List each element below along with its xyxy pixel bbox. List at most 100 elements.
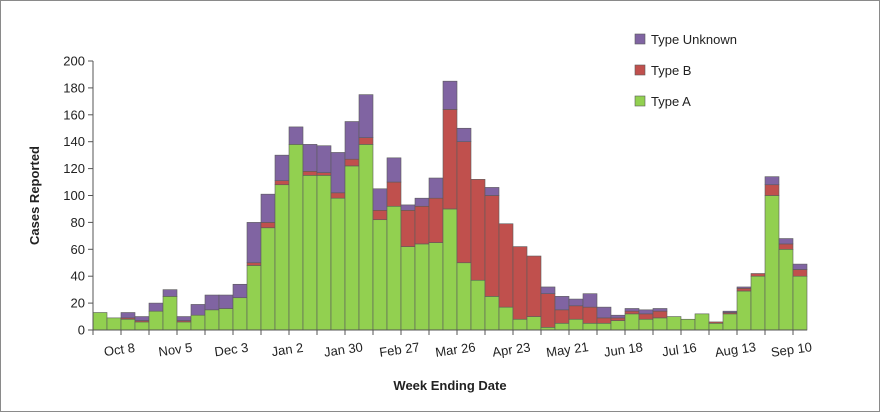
bar-type-b-16 (316, 172, 332, 176)
x-tick-label-jul-16: Jul 16 (661, 340, 697, 360)
bar-type-a-17 (330, 197, 346, 331)
x-tick-label-jun-18: Jun 18 (603, 339, 644, 359)
bar-type-unknown-21 (386, 157, 402, 183)
bar-type-a-38 (624, 313, 640, 331)
x-tick-label-jan-30: Jan 30 (323, 339, 364, 359)
bar-type-a-3 (134, 321, 150, 331)
y-tick-label-60: 60 (71, 242, 85, 257)
bar-type-a-40 (652, 317, 668, 331)
bar-type-a-43 (694, 313, 710, 331)
x-ticks: Oct 8 Nov 5 Dec 3 Jan 2 Jan 30 Feb 27 Mar 26 Ap… (92, 330, 813, 360)
x-tick-label-jan-2: Jan 2 (271, 340, 305, 359)
y-tick-label-120: 120 (63, 161, 85, 176)
bar-type-a-12 (260, 227, 276, 331)
bar-type-b-26 (456, 141, 472, 264)
bar-type-a-27 (470, 279, 486, 331)
bar-type-a-18 (344, 165, 360, 331)
bar-type-a-19 (358, 144, 374, 331)
legend: Type Unknown Type B Type A (634, 32, 737, 109)
bar-type-b-12 (260, 222, 276, 229)
bar-type-b-48 (764, 184, 780, 196)
bar-type-b-44 (708, 321, 724, 324)
bar-type-unknown-24 (428, 177, 444, 199)
bar-type-a-37 (610, 320, 626, 331)
bar-type-unknown-38 (624, 308, 640, 312)
y-tick-label-160: 160 (63, 107, 85, 122)
y-tick-label-20: 20 (71, 296, 85, 311)
bar-type-a-42 (680, 318, 696, 331)
bar-type-a-47 (750, 275, 766, 331)
bar-type-b-27 (470, 179, 486, 281)
bar-type-a-10 (232, 297, 248, 331)
bar-type-b-25 (442, 109, 458, 210)
bar-type-b-34 (568, 305, 584, 320)
bar-type-b-22 (400, 210, 416, 247)
bar-type-unknown-49 (778, 238, 794, 245)
bar-type-b-37 (610, 317, 626, 321)
x-tick-label-sep-10: Sep 10 (770, 339, 813, 360)
bar-type-a-44 (708, 322, 724, 331)
bar-type-unknown-3 (134, 316, 150, 321)
bar-type-unknown-2 (120, 312, 136, 319)
bar-type-unknown-10 (232, 283, 248, 299)
bar-type-b-30 (512, 246, 528, 320)
bar-type-a-34 (568, 318, 584, 331)
bar-type-unknown-16 (316, 145, 332, 173)
bars-layer (92, 80, 808, 331)
bar-type-unknown-26 (456, 127, 472, 142)
bar-type-b-23 (414, 205, 430, 245)
bar-type-unknown-13 (274, 154, 290, 181)
bar-type-b-20 (372, 210, 388, 221)
bar-type-a-5 (162, 296, 178, 331)
x-tick-label-aug-13: Aug 13 (714, 339, 757, 360)
bar-type-a-16 (316, 175, 332, 331)
legend-label-type-a: Type A (651, 94, 691, 109)
bar-type-unknown-39 (638, 309, 654, 315)
bar-type-a-46 (736, 290, 752, 331)
legend-swatch-type-b (634, 64, 646, 76)
bar-type-b-29 (498, 223, 514, 308)
bar-type-a-23 (414, 243, 430, 331)
bar-type-b-36 (596, 317, 612, 324)
bar-type-b-31 (526, 255, 542, 317)
bar-type-a-24 (428, 242, 444, 331)
bar-type-b-49 (778, 243, 794, 250)
bar-type-unknown-6 (176, 316, 192, 321)
bar-type-a-28 (484, 296, 500, 331)
y-tick-label-100: 100 (63, 188, 85, 203)
bar-type-b-21 (386, 181, 402, 207)
bar-type-b-47 (750, 273, 766, 277)
bar-type-unknown-4 (148, 302, 164, 312)
bar-type-b-11 (246, 262, 262, 266)
bar-type-a-30 (512, 318, 528, 331)
bar-type-b-13 (274, 180, 290, 186)
bar-type-unknown-34 (568, 298, 584, 307)
bar-type-unknown-35 (582, 293, 598, 308)
bar-type-unknown-12 (260, 193, 276, 223)
bar-type-a-50 (792, 275, 808, 331)
bar-type-unknown-20 (372, 188, 388, 211)
x-tick-label-mar-26: Mar 26 (434, 339, 476, 359)
legend-swatch-type-unknown (634, 33, 646, 45)
bar-type-a-4 (148, 310, 164, 331)
y-tick-label-40: 40 (71, 269, 85, 284)
bar-type-a-11 (246, 265, 262, 331)
bar-type-a-22 (400, 246, 416, 331)
y-tick-label-140: 140 (63, 134, 85, 149)
bar-type-a-0 (92, 312, 108, 331)
y-tick-label-200: 200 (63, 54, 85, 69)
bar-type-a-25 (442, 208, 458, 331)
bar-type-unknown-8 (204, 294, 220, 311)
bar-type-b-39 (638, 313, 654, 320)
bar-type-a-1 (106, 317, 122, 331)
bar-type-a-9 (218, 308, 234, 331)
bar-type-b-17 (330, 192, 346, 199)
bar-type-unknown-28 (484, 187, 500, 196)
x-axis-title: Week Ending Date (393, 378, 506, 393)
bar-type-b-35 (582, 306, 598, 324)
bar-type-unknown-18 (344, 121, 360, 160)
bar-type-unknown-40 (652, 308, 668, 312)
bar-type-unknown-32 (540, 286, 556, 294)
